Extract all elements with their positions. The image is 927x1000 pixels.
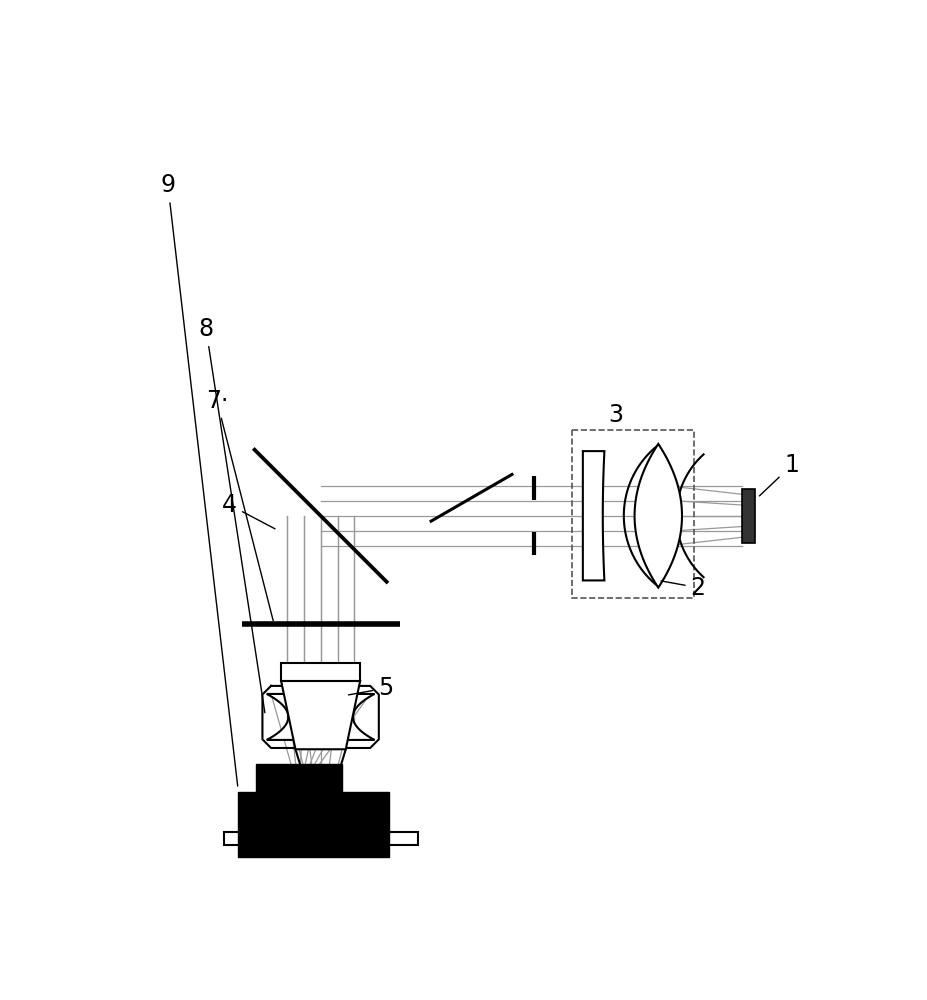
Text: 6: 6: [357, 834, 372, 858]
Polygon shape: [267, 694, 375, 740]
Text: 1: 1: [759, 453, 799, 496]
Bar: [238, 792, 389, 857]
Text: 4: 4: [222, 493, 275, 529]
Text: 9: 9: [160, 173, 237, 786]
Bar: [572, 430, 694, 598]
Text: 8: 8: [198, 317, 265, 713]
Bar: [256, 764, 342, 792]
Polygon shape: [583, 451, 604, 580]
Polygon shape: [635, 444, 682, 588]
Text: 2: 2: [661, 576, 705, 600]
Polygon shape: [281, 681, 360, 749]
Bar: [281, 663, 360, 681]
Text: 7·: 7·: [206, 389, 273, 621]
Bar: [742, 489, 755, 543]
Text: 3: 3: [608, 403, 623, 427]
Bar: [223, 832, 417, 845]
Text: 5: 5: [349, 676, 393, 700]
